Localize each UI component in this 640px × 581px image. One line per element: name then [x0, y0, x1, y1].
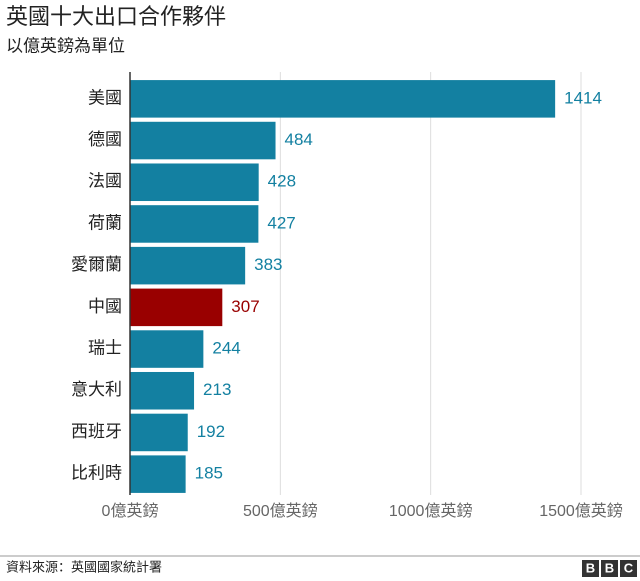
y-tick-label: 德國	[88, 130, 122, 149]
logo-letter: B	[605, 560, 614, 575]
x-tick-label: 1000億英鎊	[389, 502, 473, 520]
chart-title: 英國十大出口合作夥伴	[6, 4, 226, 29]
value-label: 428	[268, 172, 296, 191]
y-tick-label: 中國	[88, 297, 122, 316]
bar	[130, 80, 556, 118]
bar	[130, 288, 223, 327]
y-tick-label: 瑞士	[88, 339, 122, 358]
value-label: 244	[212, 339, 240, 358]
bar	[130, 163, 259, 202]
y-tick-label: 西班牙	[71, 422, 122, 441]
logo-box	[582, 560, 599, 577]
value-label: 484	[285, 130, 313, 149]
y-tick-label: 荷蘭	[88, 213, 122, 232]
value-label: 213	[203, 380, 231, 399]
logo-letter: C	[624, 560, 634, 575]
logo-box	[620, 560, 637, 577]
bar	[130, 121, 276, 160]
y-tick-label: 美國	[88, 88, 122, 107]
bar	[130, 455, 186, 493]
logo-letter: B	[586, 560, 595, 575]
bar	[130, 205, 259, 243]
source: 資料來源：英國國家統計署	[6, 559, 162, 574]
x-tick-label: 0億英鎊	[102, 502, 159, 520]
y-tick-label: 愛爾蘭	[71, 255, 122, 274]
value-label: 383	[254, 255, 282, 274]
bar	[130, 246, 246, 285]
bar	[130, 330, 204, 368]
value-label: 1414	[564, 88, 602, 107]
logo-box	[601, 560, 618, 577]
value-label: 192	[197, 422, 225, 441]
y-tick-label: 意大利	[71, 380, 122, 399]
value-label: 307	[231, 297, 259, 316]
value-label: 185	[195, 464, 223, 483]
y-tick-label: 比利時	[71, 464, 122, 483]
x-tick-label: 1500億英鎊	[539, 502, 623, 520]
y-tick-label: 法國	[88, 172, 122, 191]
bar	[130, 371, 195, 410]
chart-subtitle: 以億英鎊為單位	[6, 36, 125, 55]
value-label: 427	[267, 213, 295, 232]
x-tick-label: 500億英鎊	[243, 502, 318, 520]
bar	[130, 413, 188, 452]
